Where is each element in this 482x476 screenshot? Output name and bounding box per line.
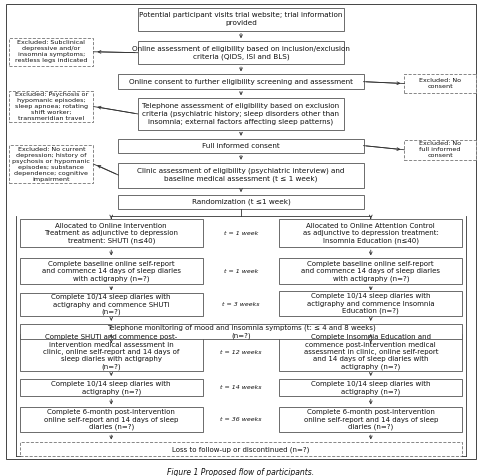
FancyBboxPatch shape — [280, 291, 462, 317]
Text: Complete 6-month post-intervention
online self-report and 14 days of sleep
diari: Complete 6-month post-intervention onlin… — [304, 409, 438, 430]
Text: Online consent to further eligibility screening and assessment: Online consent to further eligibility sc… — [129, 79, 353, 85]
Text: Telephone assessment of eligibility based on exclusion
criteria (psychiatric his: Telephone assessment of eligibility base… — [143, 103, 339, 125]
Text: t = 3 weeks: t = 3 weeks — [222, 302, 260, 307]
FancyBboxPatch shape — [280, 334, 462, 371]
Text: Excluded: No current
depression; history of
psychosis or hypomanic
episodes; sub: Excluded: No current depression; history… — [13, 147, 90, 181]
Text: Figure 1 Proposed flow of participants.: Figure 1 Proposed flow of participants. — [167, 468, 315, 476]
Text: Complete SHUTi and commence post-
intervention medical assessment in
clinic, onl: Complete SHUTi and commence post- interv… — [43, 335, 179, 370]
Text: Allocated to Online Intervention
Treatment as adjunctive to depression
treatment: Allocated to Online Intervention Treatme… — [44, 223, 178, 244]
FancyBboxPatch shape — [280, 219, 462, 248]
FancyBboxPatch shape — [404, 139, 476, 160]
FancyBboxPatch shape — [138, 8, 344, 30]
FancyBboxPatch shape — [280, 407, 462, 432]
Text: Excluded: Psychosis or
hypomanic episodes;
sleep apnoea; rotating
shift worker;
: Excluded: Psychosis or hypomanic episode… — [15, 92, 88, 121]
FancyBboxPatch shape — [119, 163, 363, 188]
Text: Randomization (t ≤1 week): Randomization (t ≤1 week) — [192, 198, 290, 205]
Text: Excluded: No
consent: Excluded: No consent — [419, 78, 461, 89]
Text: Telephone monitoring of mood and insomnia symptoms (t: ≤ 4 and 8 weeks)
(n=?): Telephone monitoring of mood and insomni… — [107, 324, 375, 338]
FancyBboxPatch shape — [9, 145, 94, 183]
Text: Allocated to Online Attention Control
as adjunctive to depression treatment:
Ins: Allocated to Online Attention Control as… — [303, 223, 439, 244]
Text: Complete 10/14 sleep diaries with
actigraphy and commence SHUTi
(n=?): Complete 10/14 sleep diaries with actigr… — [52, 294, 171, 315]
Text: Excluded: Subclinical
depressive and/or
insomnia symptoms;
restless legs indicat: Excluded: Subclinical depressive and/or … — [15, 40, 88, 63]
Text: Complete 10/14 sleep diaries with
actigraphy (n=?): Complete 10/14 sleep diaries with actigr… — [52, 381, 171, 395]
FancyBboxPatch shape — [119, 139, 363, 152]
Text: Complete Insomnia Education and
commence post-intervention medical
assessment in: Complete Insomnia Education and commence… — [304, 335, 438, 370]
Text: t = 1 week: t = 1 week — [224, 269, 258, 274]
FancyBboxPatch shape — [20, 258, 202, 284]
FancyBboxPatch shape — [20, 324, 462, 339]
FancyBboxPatch shape — [20, 379, 202, 397]
Text: Clinic assessment of eligibility (psychiatric interview) and
baseline medical as: Clinic assessment of eligibility (psychi… — [137, 168, 345, 182]
Text: Full informed consent: Full informed consent — [202, 143, 280, 149]
FancyBboxPatch shape — [280, 379, 462, 397]
FancyBboxPatch shape — [138, 41, 344, 64]
Text: Complete baseline online self-report
and commence 14 days of sleep diaries
with : Complete baseline online self-report and… — [42, 261, 181, 282]
FancyBboxPatch shape — [20, 442, 462, 456]
Text: Complete 10/14 sleep diaries with
actigraphy and commence Insomnia
Education (n=: Complete 10/14 sleep diaries with actigr… — [307, 293, 435, 315]
Text: Potential participant visits trial website; trial information
provided: Potential participant visits trial websi… — [139, 12, 343, 26]
Text: t = 12 weeks: t = 12 weeks — [220, 350, 262, 355]
Text: Complete 10/14 sleep diaries with
actigraphy (n=?): Complete 10/14 sleep diaries with actigr… — [311, 381, 430, 395]
Text: t = 36 weeks: t = 36 weeks — [220, 417, 262, 422]
Text: Complete baseline online self-report
and commence 14 days of sleep diaries
with : Complete baseline online self-report and… — [301, 261, 440, 282]
FancyBboxPatch shape — [20, 407, 202, 432]
FancyBboxPatch shape — [9, 38, 94, 66]
Text: Online assessment of eligibility based on inclusion/exclusion
criteria (QIDS, IS: Online assessment of eligibility based o… — [132, 46, 350, 60]
FancyBboxPatch shape — [138, 98, 344, 129]
FancyBboxPatch shape — [119, 74, 363, 89]
Text: Complete 6-month post-intervention
online self-report and 14 days of sleep
diari: Complete 6-month post-intervention onlin… — [44, 409, 178, 430]
Text: t = 1 week: t = 1 week — [224, 230, 258, 236]
Text: Excluded: No
full informed
consent: Excluded: No full informed consent — [419, 141, 461, 159]
FancyBboxPatch shape — [9, 91, 94, 122]
FancyBboxPatch shape — [280, 258, 462, 284]
FancyBboxPatch shape — [20, 219, 202, 248]
FancyBboxPatch shape — [20, 334, 202, 371]
FancyBboxPatch shape — [119, 195, 363, 208]
Text: Loss to follow-up or discontinued (n=?): Loss to follow-up or discontinued (n=?) — [172, 446, 310, 453]
Text: t = 14 weeks: t = 14 weeks — [220, 385, 262, 390]
FancyBboxPatch shape — [20, 293, 202, 317]
FancyBboxPatch shape — [404, 74, 476, 93]
